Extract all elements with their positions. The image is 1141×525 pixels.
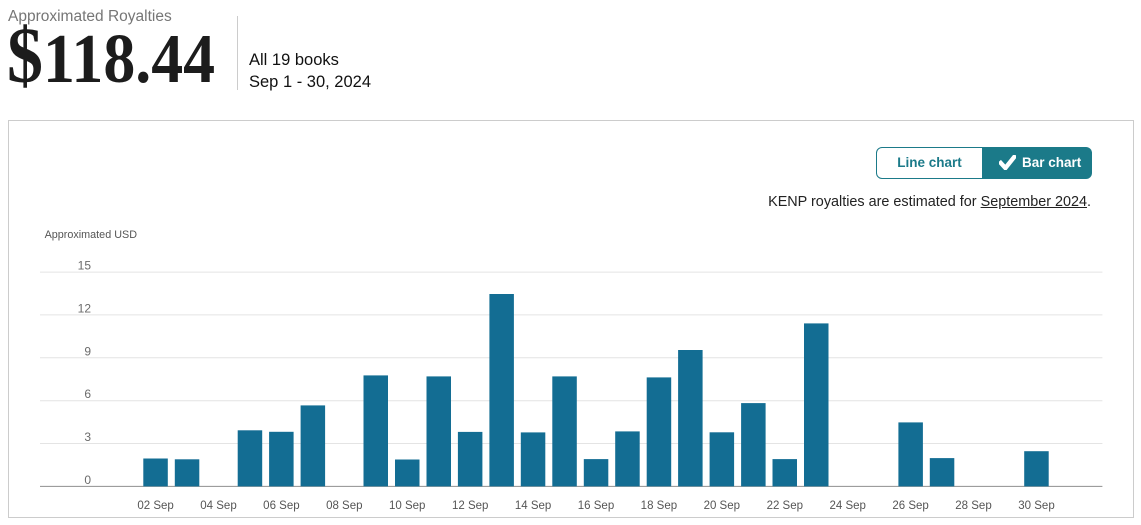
svg-text:Approximated USD: Approximated USD (45, 229, 138, 241)
svg-text:20 Sep: 20 Sep (704, 500, 740, 512)
svg-text:06 Sep: 06 Sep (263, 500, 299, 512)
svg-text:22 Sep: 22 Sep (767, 500, 803, 512)
svg-text:16 Sep: 16 Sep (578, 500, 614, 512)
svg-text:02 Sep: 02 Sep (137, 500, 173, 512)
svg-text:08 Sep: 08 Sep (326, 500, 362, 512)
svg-text:14 Sep: 14 Sep (515, 500, 551, 512)
svg-text:18 Sep: 18 Sep (641, 500, 677, 512)
svg-text:3: 3 (84, 430, 91, 444)
svg-text:24 Sep: 24 Sep (829, 500, 865, 512)
svg-text:04 Sep: 04 Sep (200, 500, 236, 512)
svg-text:12: 12 (78, 301, 92, 315)
svg-text:15: 15 (78, 259, 92, 273)
svg-text:30 Sep: 30 Sep (1018, 500, 1054, 512)
svg-text:10 Sep: 10 Sep (389, 500, 425, 512)
svg-text:9: 9 (84, 344, 91, 358)
svg-text:28 Sep: 28 Sep (955, 500, 991, 512)
svg-text:6: 6 (84, 387, 91, 401)
svg-text:26 Sep: 26 Sep (892, 500, 928, 512)
svg-text:0: 0 (84, 473, 91, 487)
svg-text:12 Sep: 12 Sep (452, 500, 488, 512)
